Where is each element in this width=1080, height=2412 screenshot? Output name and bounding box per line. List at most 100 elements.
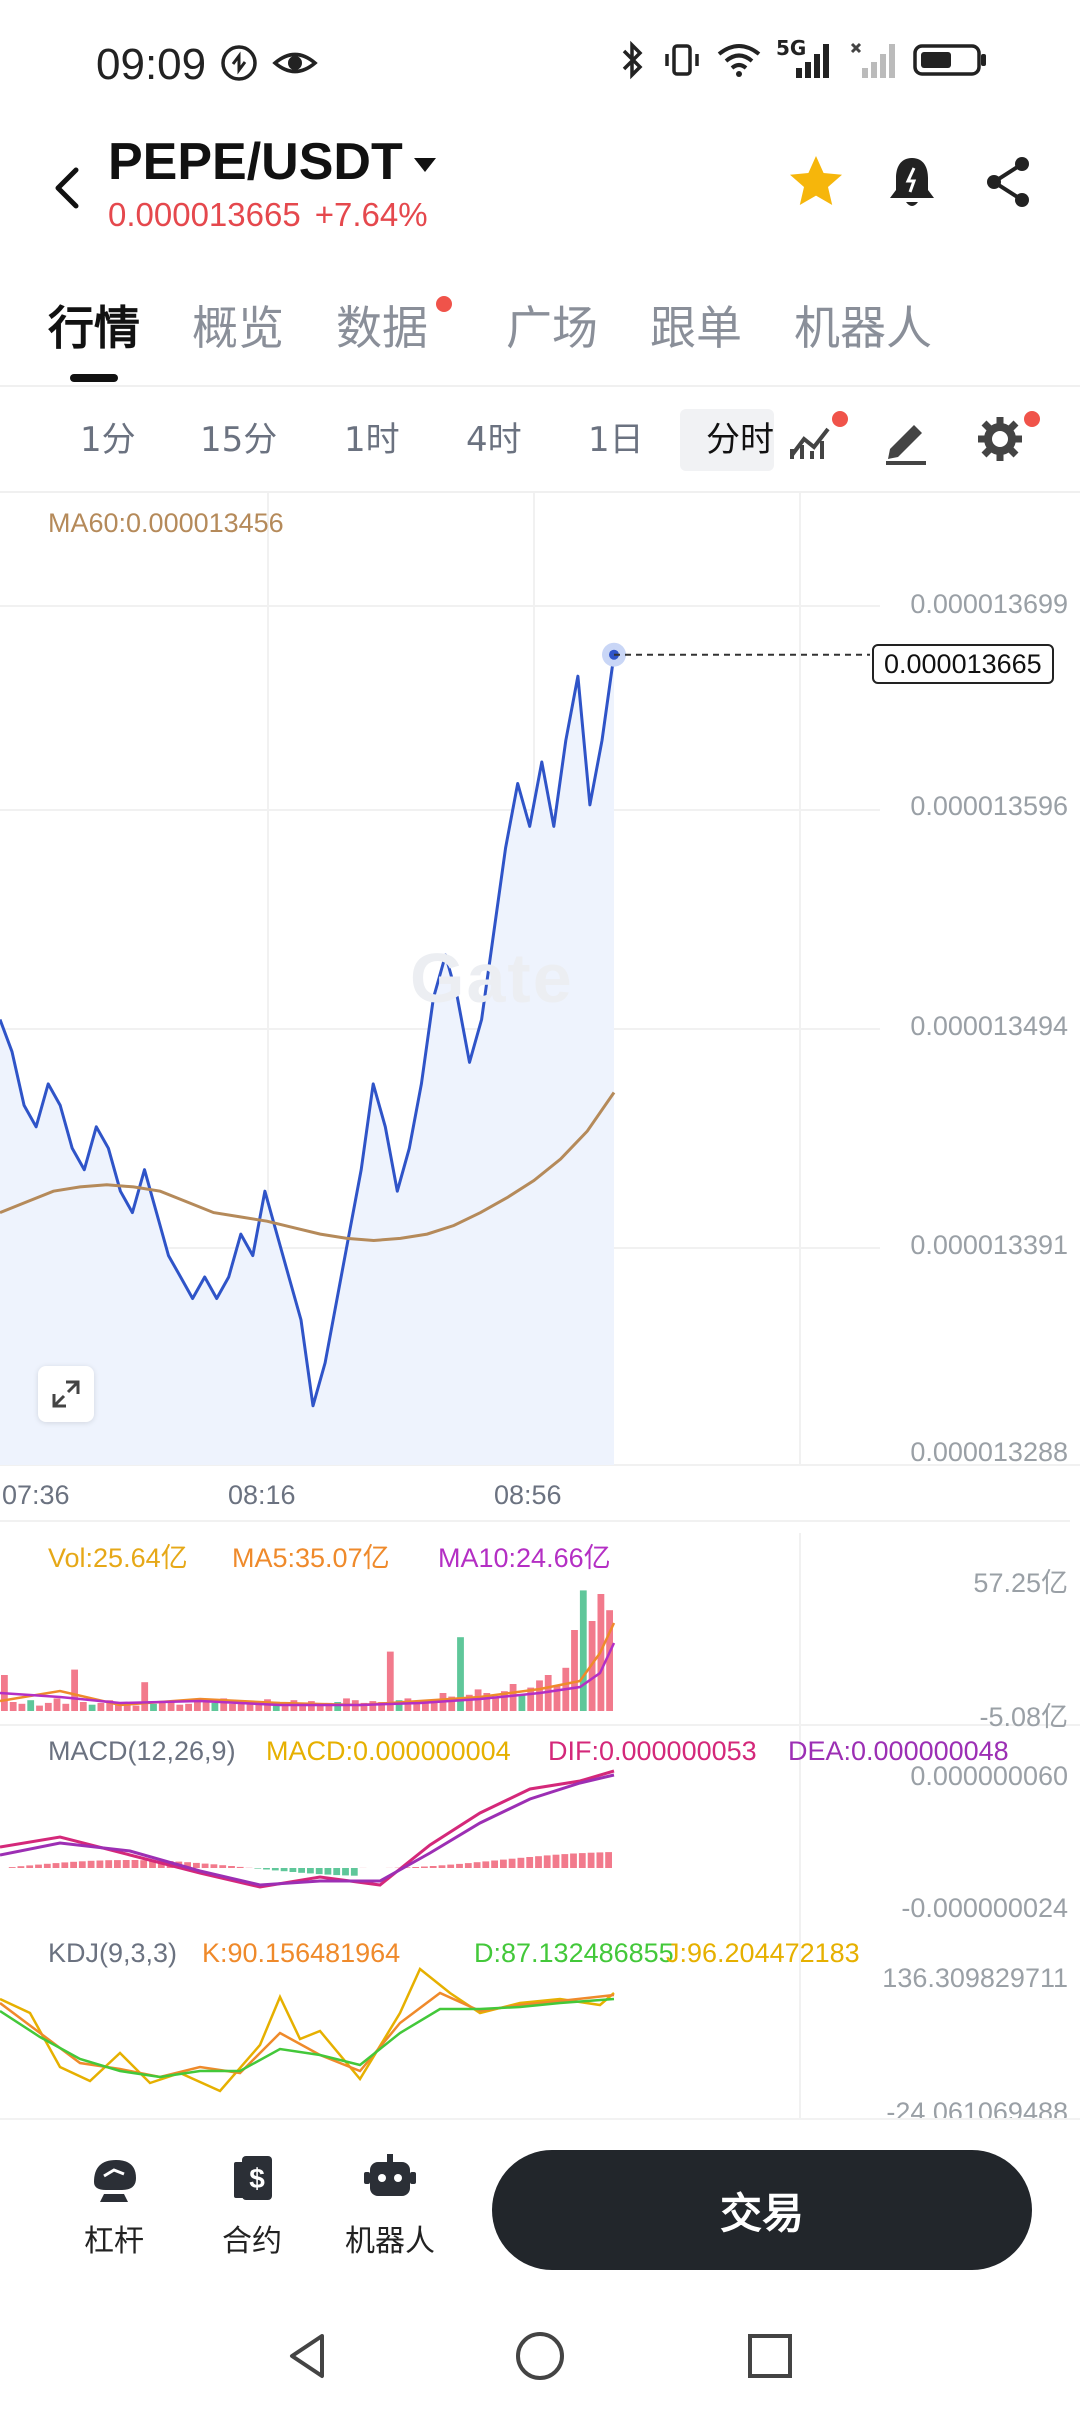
alert-bell-icon[interactable] xyxy=(880,150,944,214)
leverage-icon xyxy=(94,2160,136,2202)
kdj-y-max: 136.309829711 xyxy=(882,1963,1068,1993)
macd-histogram-bar xyxy=(87,1860,95,1868)
macd-histogram-bar xyxy=(508,1858,516,1868)
macd-histogram-bar xyxy=(280,1868,288,1872)
macd-histogram-bar xyxy=(52,1863,60,1868)
volume-bar xyxy=(334,1702,342,1711)
macd-histogram-bar xyxy=(491,1860,498,1868)
indicator-icon[interactable] xyxy=(784,409,844,469)
volume-bar xyxy=(158,1702,166,1711)
tab-square[interactable]: 广场 xyxy=(506,301,598,355)
interval-1h[interactable]: 1时 xyxy=(344,420,400,460)
macd-histogram-bar xyxy=(114,1860,121,1868)
macd-histogram-bar xyxy=(578,1853,586,1868)
vol-y-max: 57.25亿 xyxy=(973,1568,1068,1598)
expand-button[interactable] xyxy=(38,1366,94,1422)
leverage-button[interactable]: 杠杆 xyxy=(54,2150,174,2260)
macd-histogram-bar xyxy=(35,1864,42,1868)
macd-histogram-bar xyxy=(350,1868,358,1876)
macd-histogram-bar xyxy=(464,1863,472,1868)
volume-bar xyxy=(509,1684,517,1711)
macd-histogram-bar xyxy=(149,1860,156,1868)
draw-pencil-icon[interactable] xyxy=(876,409,936,469)
volume-bar xyxy=(404,1698,412,1711)
kdj-chart xyxy=(0,1967,615,2093)
tab-copy-trading[interactable]: 跟单 xyxy=(650,301,742,355)
macd-histogram-bar xyxy=(17,1866,25,1868)
macd-histogram-bar xyxy=(482,1861,490,1868)
macd-histogram-bar xyxy=(43,1863,51,1868)
macd-histogram-bar xyxy=(201,1863,209,1868)
main-tabs: 行情 概览 数据 广场 跟单 机器人 xyxy=(0,282,1080,382)
futures-button[interactable]: $ 合约 xyxy=(192,2150,312,2260)
star-icon[interactable] xyxy=(784,150,848,214)
macd-histogram-bar xyxy=(605,1852,612,1868)
tab-bot[interactable]: 机器人 xyxy=(794,301,932,355)
volume-bar xyxy=(422,1702,429,1711)
caret-down-icon[interactable] xyxy=(410,150,440,180)
tab-data[interactable]: 数据 xyxy=(336,301,428,355)
tab-market[interactable]: 行情 xyxy=(48,301,140,355)
macd-y-min: -0.000000024 xyxy=(901,1893,1068,1923)
volume-bar xyxy=(272,1703,280,1711)
volume-bar xyxy=(27,1700,35,1711)
interval-1m[interactable]: 1分 xyxy=(80,420,136,460)
macd-histogram-bar xyxy=(122,1860,130,1868)
macd-histogram-bar xyxy=(552,1854,560,1868)
chart-area[interactable]: Gate MA60:0.000013456 0.000013699 0.0000… xyxy=(0,493,1080,2127)
interval-timeshare[interactable]: 分时 xyxy=(680,409,774,471)
bluetooth-icon xyxy=(622,40,643,80)
volume-bar xyxy=(395,1700,403,1711)
macd-histogram-bar xyxy=(447,1864,455,1868)
settings-gear-icon[interactable] xyxy=(970,409,1030,469)
back-icon[interactable] xyxy=(44,156,92,220)
volume-bar xyxy=(492,1696,499,1711)
price-change: +7.64% xyxy=(314,196,428,233)
volume-chart xyxy=(0,1590,616,1711)
macd-histogram-bar xyxy=(140,1860,148,1868)
chart-canvas[interactable] xyxy=(0,493,1080,2118)
gate-watermark: Gate xyxy=(410,939,574,1017)
nav-recents-icon[interactable] xyxy=(742,2328,798,2384)
volume-bar xyxy=(483,1693,491,1711)
kdj-name: KDJ(9,3,3) xyxy=(48,1938,178,1968)
vol-ma5-label: MA5:35.07亿 xyxy=(232,1543,390,1573)
interval-15m[interactable]: 15分 xyxy=(200,420,278,460)
vol-ma10-label: MA10:24.66亿 xyxy=(438,1543,611,1573)
macd-histogram-bar xyxy=(456,1863,463,1868)
nav-back-icon[interactable] xyxy=(280,2328,336,2384)
macd-histogram-bar xyxy=(429,1866,437,1868)
volume-bar xyxy=(115,1703,122,1711)
bot-label: 机器人 xyxy=(345,2224,435,2259)
vibrate-icon xyxy=(665,44,699,76)
price-line: 0.000013665 +7.64% xyxy=(108,196,442,234)
bot-button[interactable]: 机器人 xyxy=(330,2150,450,2260)
macd-histogram-bar xyxy=(333,1868,341,1876)
volume-bar xyxy=(536,1680,543,1711)
vol-label: Vol:25.64亿 xyxy=(48,1543,188,1573)
macd-histogram-bar xyxy=(96,1860,104,1868)
y-tick: 0.000013494 xyxy=(910,1011,1068,1041)
macd-histogram-bar xyxy=(412,1867,420,1868)
interval-4h[interactable]: 4时 xyxy=(466,420,522,460)
macd-histogram-bar xyxy=(254,1868,262,1869)
interval-1d[interactable]: 1日 xyxy=(588,420,644,460)
volume-bar xyxy=(299,1702,306,1711)
kdj-d-line xyxy=(0,1997,615,2079)
macd-value-label: MACD:0.000000004 xyxy=(266,1736,511,1766)
macd-histogram-bar xyxy=(271,1868,279,1871)
volume-bar xyxy=(150,1703,157,1711)
y-tick: 0.000013391 xyxy=(910,1230,1068,1260)
volume-bar xyxy=(62,1703,70,1711)
nav-home-icon[interactable] xyxy=(512,2328,568,2384)
volume-bar xyxy=(185,1703,192,1711)
status-bar: 09:09 5G xyxy=(0,0,1080,120)
share-icon[interactable] xyxy=(976,150,1040,214)
macd-name: MACD(12,26,9) xyxy=(48,1736,236,1766)
tab-overview[interactable]: 概览 xyxy=(192,301,284,355)
trade-button[interactable]: 交易 xyxy=(492,2150,1032,2270)
volume-bar xyxy=(281,1702,289,1711)
ma60-label: MA60:0.000013456 xyxy=(48,508,284,538)
pair-title[interactable]: PEPE/USDT xyxy=(108,133,403,191)
volume-bar xyxy=(360,1702,368,1711)
